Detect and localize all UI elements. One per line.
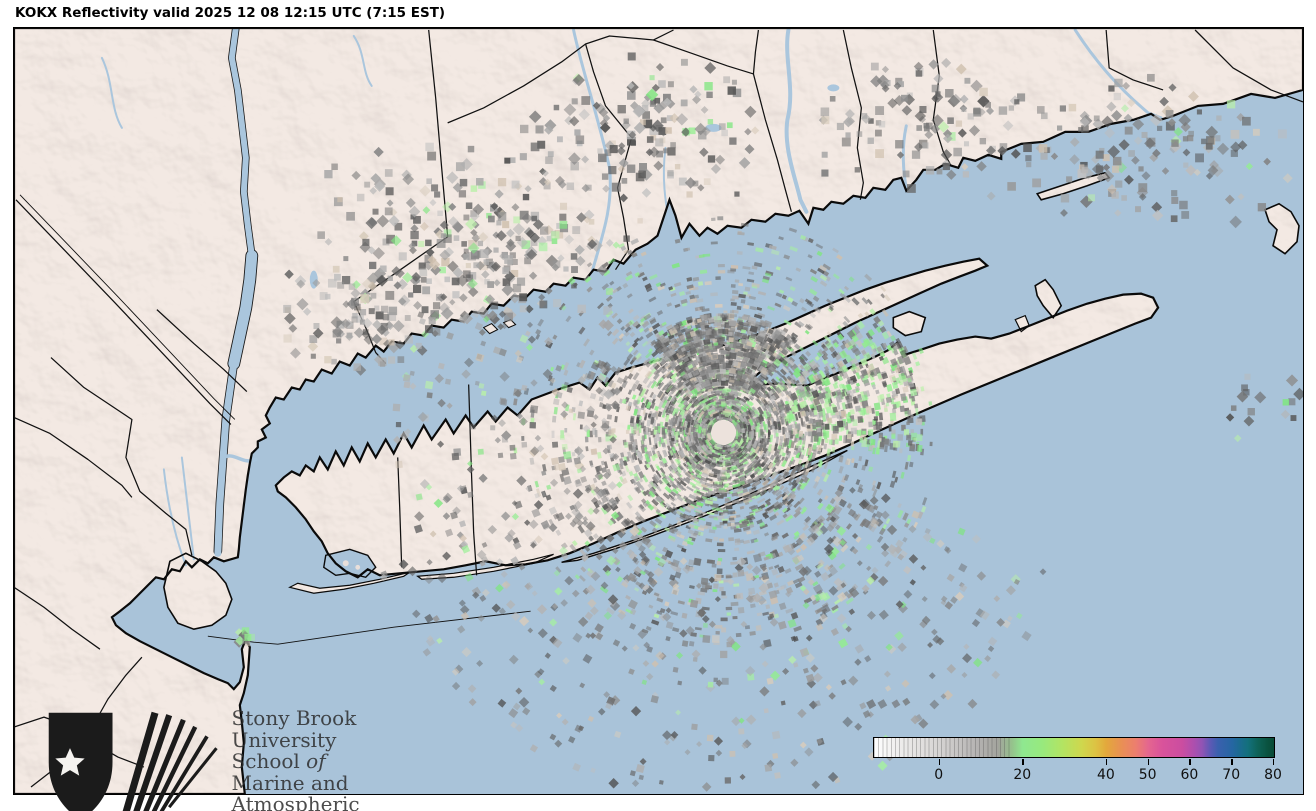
stony-brook-shield-icon xyxy=(48,711,218,811)
colorbar-tick-label: 40 xyxy=(1096,767,1115,783)
colorbar-tick-label: 0 xyxy=(934,767,944,783)
colorbar-tick-label: 70 xyxy=(1222,767,1241,783)
map-svg xyxy=(14,28,1303,794)
colorbar-tick-label: 50 xyxy=(1138,767,1157,783)
colorbar-gradient xyxy=(874,738,1274,757)
rivers xyxy=(100,28,1163,567)
colorbar-tick-mark xyxy=(1147,759,1150,765)
logo-line-3: Atmospheric Sciences xyxy=(231,792,360,811)
colorbar-tick-mark xyxy=(1273,759,1275,765)
logo-text: Stony Brook University School of Marine … xyxy=(231,706,364,811)
colorbar-tick-label: 20 xyxy=(1013,767,1032,783)
map-frame: 0 20 40 50 60 70 80 Stony Brook University Sch… xyxy=(13,27,1304,811)
logo-line-1: Stony Brook University xyxy=(231,706,357,752)
colorbar-tick-mark xyxy=(1022,759,1024,765)
logo-line-2: School of Marine and xyxy=(231,749,349,795)
radar-site-cone xyxy=(711,420,736,445)
map-title: KOKX Reflectivity valid 2025 12 08 12:15… xyxy=(15,5,446,21)
colorbar-step-lines xyxy=(874,738,1010,757)
colorbar-tick-mark xyxy=(1231,759,1233,765)
colorbar-tick-mark xyxy=(938,759,941,765)
colorbar-tick-mark xyxy=(1189,759,1191,765)
colorbar-tick-label: 80 xyxy=(1264,767,1282,783)
colorbar-tick-mark xyxy=(1105,759,1108,765)
jamaica-bay xyxy=(322,548,377,579)
stony-brook-logo: Stony Brook University School of Marine … xyxy=(44,706,364,811)
reflectivity-colorbar: 0 20 40 50 60 70 80 xyxy=(873,737,1282,783)
colorbar-tick-label: 60 xyxy=(1180,767,1199,783)
